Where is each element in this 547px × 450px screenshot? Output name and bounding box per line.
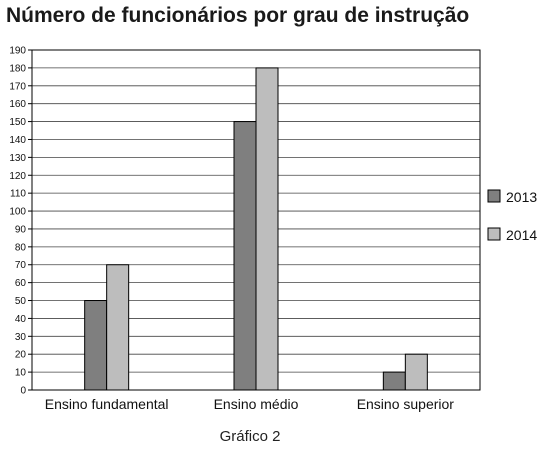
y-tick-label: 170 bbox=[9, 81, 26, 92]
legend-label-2014: 2014 bbox=[506, 227, 537, 243]
legend-swatch-2014 bbox=[488, 228, 500, 240]
y-tick-label: 120 bbox=[9, 171, 26, 182]
category-label: Ensino médio bbox=[214, 396, 299, 412]
y-tick-label: 20 bbox=[15, 350, 27, 361]
y-tick-label: 0 bbox=[20, 386, 26, 397]
legend-swatch-2013 bbox=[488, 190, 500, 202]
chart-caption: Gráfico 2 bbox=[0, 428, 500, 445]
y-tick-label: 100 bbox=[9, 207, 26, 218]
y-tick-label: 80 bbox=[15, 242, 27, 253]
y-tick-label: 110 bbox=[10, 189, 26, 200]
y-tick-label: 50 bbox=[15, 296, 27, 307]
y-tick-label: 60 bbox=[15, 278, 27, 289]
bar-2014-1 bbox=[107, 265, 129, 390]
bar-2014-2 bbox=[256, 68, 278, 390]
bar-2013-3 bbox=[383, 372, 405, 390]
y-tick-label: 30 bbox=[15, 332, 27, 343]
bar-2013-2 bbox=[234, 122, 256, 390]
y-tick-label: 70 bbox=[15, 260, 27, 271]
category-label: Ensino superior bbox=[357, 396, 455, 412]
legend-label-2013: 2013 bbox=[506, 189, 537, 205]
y-tick-label: 90 bbox=[15, 224, 27, 235]
y-tick-label: 140 bbox=[9, 135, 26, 146]
y-tick-label: 130 bbox=[9, 153, 26, 164]
y-tick-label: 160 bbox=[9, 99, 26, 110]
y-tick-label: 10 bbox=[15, 368, 27, 379]
y-tick-label: 150 bbox=[9, 117, 26, 128]
bar-2013-1 bbox=[85, 301, 107, 390]
y-axis-ticks: 0 10 20 30 40 50 60 70 80 90 100 110 120 130 140 150 160… bbox=[9, 46, 32, 397]
y-tick-label: 40 bbox=[15, 314, 27, 325]
bar-2014-3 bbox=[405, 354, 427, 390]
category-label: Ensino fundamental bbox=[45, 396, 169, 412]
x-axis-labels: Ensino fundamental Ensino médio Ensino sup… bbox=[45, 396, 455, 412]
y-tick-label: 180 bbox=[9, 63, 26, 74]
y-tick-label: 190 bbox=[9, 46, 26, 57]
legend: 2013 2014 bbox=[488, 189, 537, 243]
